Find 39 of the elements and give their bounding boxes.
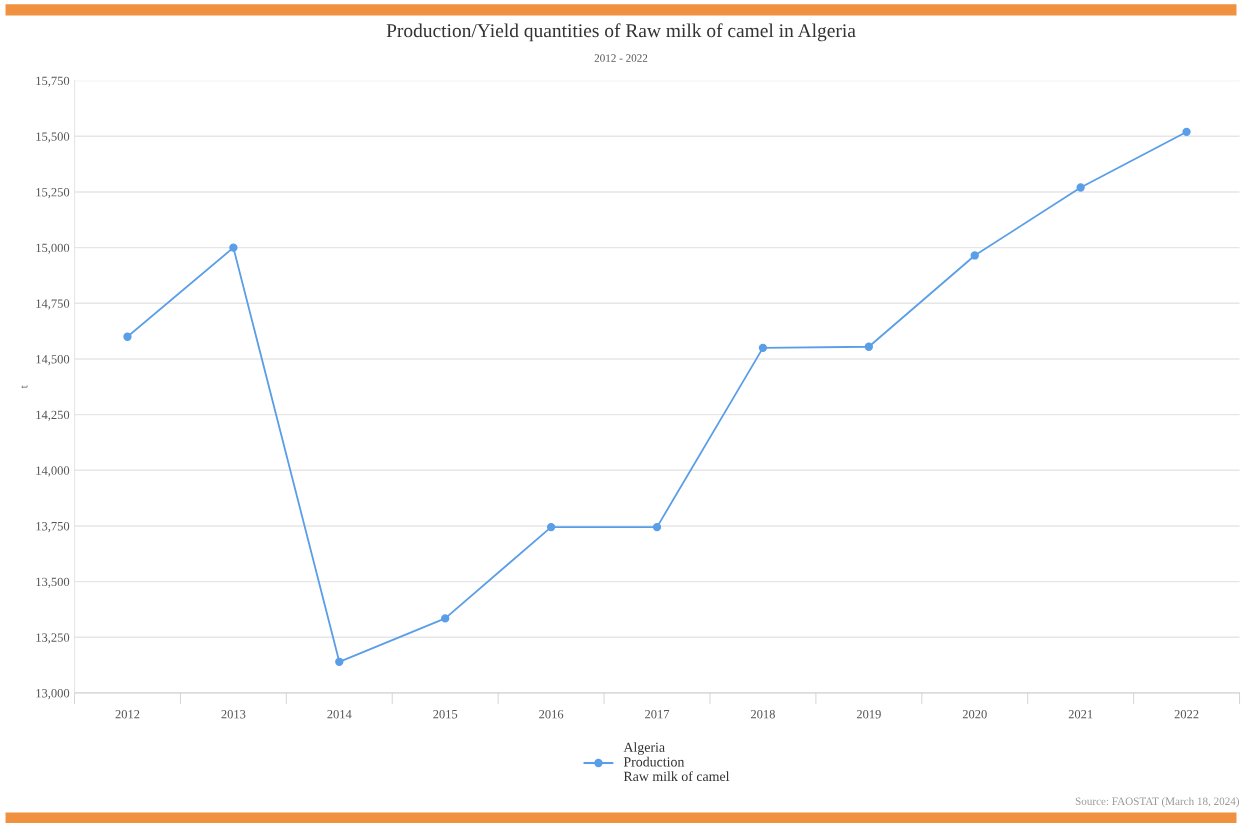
point [758, 343, 768, 353]
y-tick-label: 14,500 [36, 355, 70, 366]
y-tick-label: 13,500 [36, 577, 70, 588]
point [1182, 127, 1191, 137]
point [546, 522, 556, 532]
x-tick-label: 2015 [433, 709, 458, 719]
y-tick-label: 13,000 [36, 688, 70, 700]
point [123, 332, 132, 341]
point [335, 657, 344, 666]
y-tick-label: 13,750 [36, 522, 70, 533]
x-tick-label: 2016 [539, 709, 564, 719]
x-tick-label: 2014 [327, 709, 352, 719]
point [970, 251, 979, 260]
y-axis-title: t [21, 385, 28, 389]
y-tick-label: 15,000 [36, 243, 70, 254]
point [864, 342, 874, 351]
x-tick-label: 2012 [115, 709, 140, 719]
y-tick-label: 14,750 [36, 299, 70, 310]
legend-label: Algeria Production Raw milk of camel [623, 742, 730, 782]
x-tick-label: 2020 [962, 709, 987, 719]
point [1076, 183, 1085, 192]
x-tick-label: 2021 [1068, 709, 1093, 719]
source-note: Source: FAOSTAT (March 18, 2024) [1075, 797, 1240, 808]
point [652, 522, 662, 532]
y-tick-label: 13,250 [36, 633, 70, 644]
y-tick-label: 15,750 [36, 76, 70, 87]
point [229, 243, 238, 252]
x-tick-label: 2017 [645, 709, 670, 719]
y-tick-label: 14,000 [36, 466, 70, 477]
y-tick-label: 15,500 [36, 132, 70, 143]
y-tick-label: 15,250 [36, 188, 70, 199]
x-tick-label: 2018 [750, 709, 775, 719]
y-tick-label: 14,250 [36, 410, 70, 421]
point [441, 614, 450, 623]
x-tick-label: 2013 [221, 709, 246, 719]
chart-title: Production/Yield quantities of Raw milk of camel in Algeria [386, 23, 856, 42]
x-tick-label: 2019 [856, 709, 881, 719]
chart-subtitle: 2012 - 2022 [594, 54, 648, 62]
x-tick-label: 2022 [1174, 709, 1199, 719]
